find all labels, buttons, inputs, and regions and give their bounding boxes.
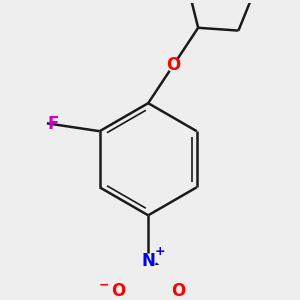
Text: O: O — [166, 56, 180, 74]
Text: O: O — [111, 282, 125, 300]
Text: −: − — [99, 278, 110, 292]
Text: N: N — [141, 251, 155, 269]
Text: +: + — [154, 245, 165, 258]
Text: O: O — [172, 282, 186, 300]
Text: F: F — [47, 115, 59, 133]
